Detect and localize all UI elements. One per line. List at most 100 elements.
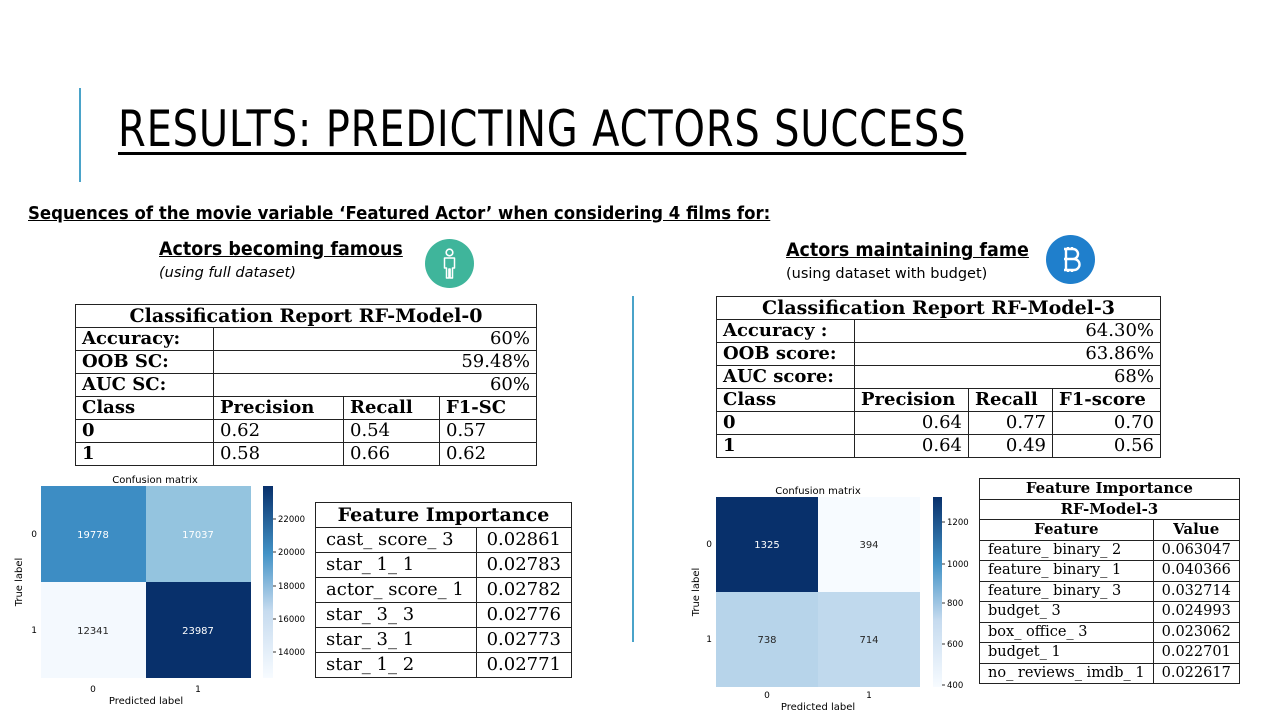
column-header: Precision [213,396,344,420]
person-icon [443,248,456,279]
bitcoin-badge [1046,235,1095,284]
colorbar-tick-label: 800 [947,599,963,609]
report-label: AUC SC: [75,373,214,397]
right-section-heading: Actors maintaining fame [786,239,1029,261]
value-cell: 0.022617 [1152,662,1240,684]
report-value: 63.86% [854,342,1161,366]
y-tick-label: 0 [31,530,37,540]
colorbar [263,486,273,678]
feature-cell: star_ 3_ 1 [315,627,477,653]
matrix-title: Confusion matrix [775,486,861,497]
person-badge [425,239,474,288]
matrix-cell [818,592,920,687]
column-header: Feature [979,519,1154,541]
right-section-note: (using dataset with budget) [786,266,988,282]
report-label: OOB score: [716,342,855,366]
y-tick-label: 0 [706,540,712,550]
x-tick-label: 0 [764,691,770,701]
matrix-value: 12341 [77,626,109,637]
recall-cell: 0.66 [343,442,440,466]
report-value: 68% [854,365,1161,389]
value-cell: 0.024993 [1152,601,1240,623]
colorbar-tick-label: 20000 [278,548,305,558]
f1-cell: 0.57 [439,419,537,443]
feature-cell: star_ 1_ 1 [315,552,477,578]
x-tick-label: 0 [90,685,96,695]
matrix-cell [146,582,251,678]
report-title: Classification Report RF-Model-3 [716,296,1161,320]
feature-cell: star_ 3_ 3 [315,602,477,628]
colorbar-tick-label: 1200 [947,518,969,528]
colorbar-tick-label: 14000 [278,648,305,658]
colorbar-tick-label: 18000 [278,582,305,592]
value-cell: 0.022701 [1152,642,1240,664]
column-header: Class [75,396,214,420]
colorbar-tick-label: 16000 [278,615,305,625]
left-confusion-matrix: Confusion matrix 19778 17037 12341 23987… [14,475,305,707]
matrix-title: Confusion matrix [112,475,198,486]
report-value: 59.48% [213,350,537,374]
feature-cell: feature_ binary_ 2 [979,539,1154,561]
y-axis-label: True label [14,558,25,608]
left-section-note: (using full dataset) [159,265,296,281]
report-label: Accuracy : [716,319,855,343]
f1-cell: 0.62 [439,442,537,466]
feature-cell: star_ 1_ 2 [315,652,477,678]
column-header: F1-SC [439,396,537,420]
slide-subtitle: Sequences of the movie variable ‘Feature… [28,203,771,224]
matrix-cell [41,582,146,678]
colorbar-ticks [942,521,945,686]
precision-cell: 0.64 [854,434,969,458]
feature-cell: actor_ score_ 1 [315,577,477,603]
colorbar-tick-label: 400 [947,681,963,691]
colorbar-tick-label: 1000 [947,560,969,570]
importance-title: Feature Importance [979,478,1240,500]
recall-cell: 0.54 [343,419,440,443]
precision-cell: 0.64 [854,411,969,435]
column-header: Precision [854,388,969,412]
class-cell: 1 [716,434,855,458]
value-cell: 0.023062 [1152,621,1240,643]
feature-cell: box_ office_ 3 [979,621,1154,643]
recall-cell: 0.49 [968,434,1053,458]
left-classification-report: Classification Report RF-Model-0 Accurac… [75,304,537,466]
report-label: Accuracy: [75,327,214,351]
slide-title: RESULTS: PREDICTING ACTORS SUCCESS [118,100,967,158]
y-axis-label: True label [691,568,702,618]
matrix-cell [41,486,146,582]
class-cell: 0 [75,419,214,443]
left-section-heading: Actors becoming famous [159,238,403,260]
matrix-value: 714 [859,635,878,646]
value-cell: 0.02782 [475,577,573,603]
colorbar-tick-label: 22000 [278,515,305,525]
report-label: AUC score: [716,365,855,389]
report-value: 60% [213,327,537,351]
matrix-cell [146,486,251,582]
column-header: F1-score [1052,388,1161,412]
matrix-cell [716,592,818,687]
report-title: Classification Report RF-Model-0 [75,304,537,328]
right-feature-importance: Feature Importance RF-Model-3 Feature Va… [979,478,1240,684]
column-header: Recall [968,388,1053,412]
title-accent-bar [79,88,81,182]
colorbar [933,497,942,687]
section-divider [632,296,634,642]
matrix-value: 1325 [754,540,779,551]
matrix-value: 23987 [182,626,214,637]
x-axis-label: Predicted label [109,696,183,707]
recall-cell: 0.77 [968,411,1053,435]
value-cell: 0.02776 [475,602,573,628]
left-feature-importance: Feature Importance cast_ score_ 3 0.02861… [315,502,573,678]
importance-subtitle: RF-Model-3 [979,498,1240,520]
column-header: Recall [343,396,440,420]
column-header: Class [716,388,855,412]
f1-cell: 0.56 [1052,434,1161,458]
feature-cell: budget_ 1 [979,642,1154,664]
x-axis-label: Predicted label [781,702,855,713]
value-cell: 0.02783 [475,552,573,578]
report-label: OOB SC: [75,350,214,374]
report-value: 60% [213,373,537,397]
value-cell: 0.02773 [475,627,573,653]
feature-cell: feature_ binary_ 3 [979,580,1154,602]
report-value: 64.30% [854,319,1161,343]
